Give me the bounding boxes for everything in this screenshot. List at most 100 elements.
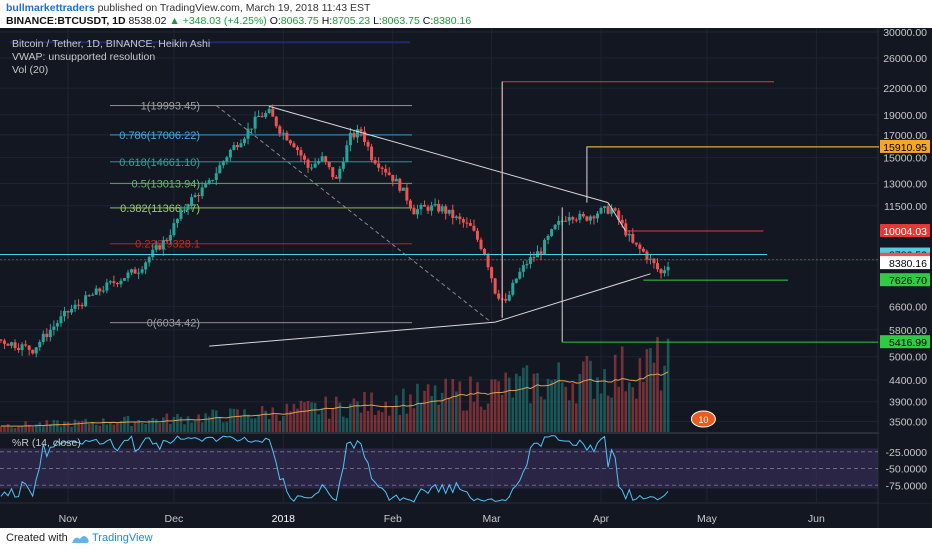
candle-body [108, 281, 112, 283]
candle-body [197, 195, 201, 197]
price-tick-label: 13000.00 [883, 179, 927, 191]
volume-bar [483, 409, 486, 432]
price-tick-label: 3900.00 [889, 397, 927, 409]
volume-bar [342, 416, 345, 432]
candle-body [338, 168, 342, 179]
volume-bar [232, 408, 236, 432]
candle-body [454, 216, 458, 218]
price-tick-label: 3500.00 [889, 416, 927, 428]
volume-bar [41, 425, 45, 432]
volume-bar [603, 369, 606, 432]
price-label-text: 15910.95 [883, 142, 927, 154]
volume-bar [317, 414, 320, 432]
chart-area[interactable]: 1(19993.45) 0.786(17006.22) 0.618(14661.10… [0, 28, 932, 528]
volume-bar [656, 337, 659, 432]
candle-body [472, 225, 476, 231]
candle-body [274, 116, 278, 127]
candle-body [543, 239, 547, 254]
candle-body [190, 197, 194, 207]
candle-body [461, 219, 465, 223]
volume-bar [24, 421, 27, 432]
created-with-text: Created with [6, 532, 68, 544]
volume-bar [257, 414, 260, 432]
price-label-box [880, 139, 930, 153]
candle-body [504, 299, 508, 301]
volume-bar [532, 373, 536, 432]
volume-bar [324, 396, 327, 432]
fib-level-shade [110, 161, 412, 163]
time-axis-label: Feb [384, 513, 402, 525]
volume-bar [465, 410, 469, 432]
candle-body [73, 304, 77, 309]
price-label-text: 8380.16 [889, 258, 927, 270]
price-label-box [880, 224, 930, 238]
volume-bar [631, 387, 635, 432]
volume-bar [186, 416, 190, 432]
volume-bar [172, 416, 176, 432]
candle-body [214, 173, 218, 180]
projection-vertical-2 [586, 146, 916, 203]
wr-legend-label: %R (14, close) [12, 437, 81, 449]
low-label: L: [373, 15, 382, 27]
author-name[interactable]: bullmarkettraders [6, 2, 95, 14]
volume-bar [158, 423, 162, 432]
open-value: 8063.75 [280, 15, 319, 27]
fib-level-label: 0.786(17006.22) [119, 130, 200, 142]
volume-bar [380, 412, 384, 432]
candle-body [634, 242, 638, 245]
volume-bar [278, 420, 282, 432]
volume-bar [130, 425, 133, 432]
volume-bar [165, 413, 169, 432]
volume-bar [211, 409, 215, 432]
price-chart[interactable]: 1(19993.45) 0.786(17006.22) 0.618(14661.10… [0, 28, 932, 528]
time-axis-label: Apr [593, 513, 610, 525]
volume-bar [578, 373, 582, 432]
candle-body [373, 160, 377, 164]
candle-body [334, 177, 338, 179]
ohlc-line: BINANCE:BTCUSDT, 1D 8538.02 ▲ +348.03 (+… [6, 15, 471, 27]
volume-bar [423, 390, 426, 432]
fib-level-shade [110, 134, 412, 136]
volume-bar [31, 426, 34, 432]
volume-bar [511, 397, 515, 432]
candle-body [401, 187, 405, 191]
candle-body [175, 218, 179, 224]
volume-bar [546, 378, 550, 432]
volume-bar [56, 420, 59, 432]
candle-body [278, 126, 282, 134]
candle-body [437, 203, 441, 212]
volume-bar [458, 381, 462, 432]
volume-bar [222, 422, 225, 432]
candle-body [165, 240, 169, 242]
candle-body [66, 311, 70, 313]
candle-body [345, 145, 349, 163]
price-tick-label: 19000.00 [883, 110, 927, 122]
candle-body [317, 160, 321, 164]
volume-bar [13, 427, 17, 432]
candle-body [599, 208, 603, 214]
price-label-box [880, 256, 930, 270]
candle-body [648, 258, 652, 260]
candle-body [398, 178, 402, 191]
price-tick-label: 17000.00 [883, 130, 927, 142]
candle-body [34, 347, 38, 354]
candle-body [260, 116, 264, 118]
volume-bar [356, 401, 359, 432]
candle-body [606, 206, 610, 214]
volume-ma-line [0, 371, 669, 427]
time-axis-label: Jun [808, 513, 825, 525]
high-label: H: [321, 15, 333, 27]
candle-body [211, 179, 215, 181]
candle-body [62, 311, 66, 317]
footer: Created with TradingView [0, 528, 932, 550]
volume-bar [246, 414, 250, 432]
candle-body [585, 216, 589, 221]
volume-bar [659, 390, 663, 432]
volume-bar [112, 424, 116, 432]
volume-bar [154, 419, 158, 432]
volume-bar [451, 378, 455, 432]
candle-body [225, 157, 229, 162]
candle-body [486, 254, 490, 268]
tradingview-link[interactable]: TradingView [92, 532, 153, 544]
volume-bar [91, 422, 95, 432]
